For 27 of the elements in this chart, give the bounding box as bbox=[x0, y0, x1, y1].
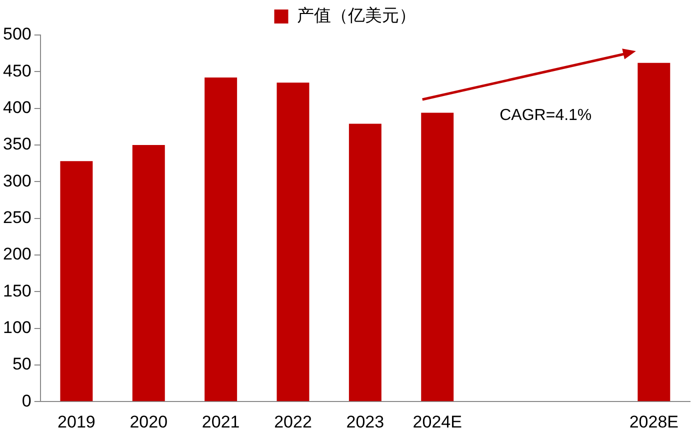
y-tick-label: 400 bbox=[2, 98, 32, 118]
x-tick-label: 2028E bbox=[629, 412, 678, 432]
y-tick-label: 350 bbox=[2, 134, 32, 154]
annotation: CAGR=4.1% bbox=[500, 107, 592, 124]
x-tick-label: 2023 bbox=[346, 412, 384, 432]
bar bbox=[421, 112, 454, 402]
y-tick-label: 500 bbox=[2, 24, 32, 44]
x-tick-label: 2021 bbox=[202, 412, 240, 432]
bar bbox=[60, 161, 93, 402]
bar bbox=[638, 62, 670, 402]
x-tick-label: 2022 bbox=[274, 412, 312, 432]
legend-label: 产值（亿美元） bbox=[296, 6, 416, 26]
y-tick-label: 450 bbox=[2, 61, 32, 80]
y-tick-label: 0 bbox=[22, 391, 32, 410]
bar bbox=[348, 124, 382, 402]
bar bbox=[276, 82, 310, 402]
y-tick-label: 250 bbox=[2, 208, 32, 227]
x-tick-label: 2024E bbox=[412, 412, 462, 432]
bar bbox=[132, 144, 165, 402]
y-tick-label: 50 bbox=[12, 354, 32, 374]
bar bbox=[204, 78, 238, 402]
x-tick-label: 2019 bbox=[58, 412, 96, 432]
y-tick-label: 300 bbox=[2, 171, 32, 190]
y-tick-label: 200 bbox=[2, 244, 32, 264]
x-tick-label: 2020 bbox=[130, 412, 168, 432]
y-tick-label: 100 bbox=[2, 318, 32, 337]
y-tick-label: 150 bbox=[2, 281, 32, 300]
